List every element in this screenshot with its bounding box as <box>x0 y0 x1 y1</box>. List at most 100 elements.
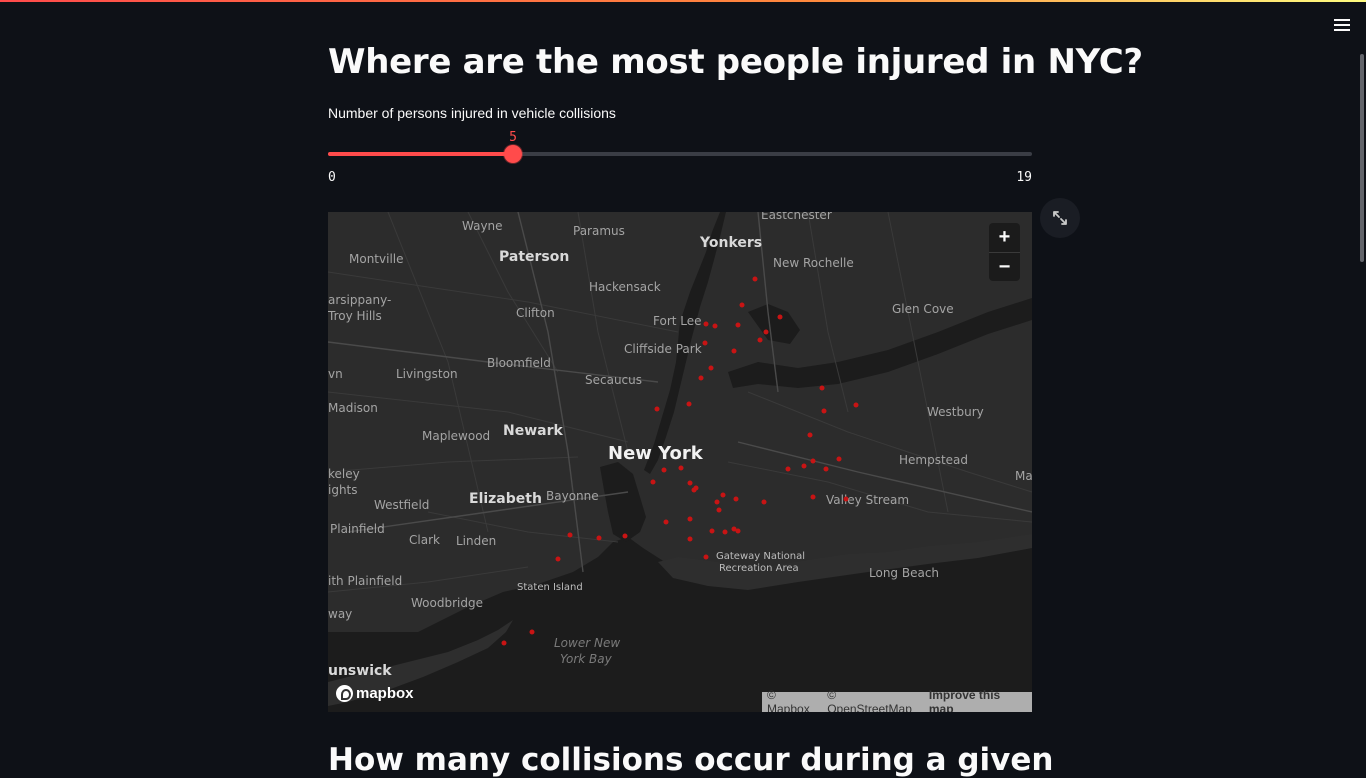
map[interactable]: Eastchester Wayne Paramus Yonkers New Ro… <box>328 212 1032 712</box>
collision-point <box>712 323 718 329</box>
map-label-westbury: Westbury <box>927 405 984 419</box>
map-label-new-rochelle: New Rochelle <box>773 256 854 270</box>
map-label-secaucus: Secaucus <box>585 373 643 387</box>
map-zoom-controls: + − <box>989 223 1020 281</box>
map-label-montville: Montville <box>349 252 404 266</box>
map-label-woodbridge: Woodbridge <box>411 596 483 610</box>
collision-point <box>702 340 708 346</box>
map-label-clark: Clark <box>409 533 440 547</box>
map-label-new-brunswick: unswick <box>328 663 392 679</box>
map-label-linden: Linden <box>456 534 497 548</box>
collision-point <box>720 492 726 498</box>
map-label-yonkers: Yonkers <box>700 235 763 251</box>
map-label-heights: ights <box>328 483 358 497</box>
map-label-vn: vn <box>328 367 343 381</box>
map-label-rahway: way <box>328 607 353 621</box>
map-label-valley-stream: Valley Stream <box>826 493 910 507</box>
attribution-mapbox-link[interactable]: © Mapbox <box>767 688 810 712</box>
collision-point <box>731 348 737 354</box>
map-label-livingston: Livingston <box>396 367 458 381</box>
collision-point <box>691 487 697 493</box>
map-label-clifton: Clifton <box>516 306 555 320</box>
fullscreen-button[interactable] <box>1040 198 1080 238</box>
slider-track[interactable] <box>328 152 1032 156</box>
mapbox-logo[interactable]: mapbox <box>336 685 414 702</box>
map-label-glen-cove: Glen Cove <box>892 302 954 316</box>
map-label-lower-new-york-bay-1: Lower New <box>554 636 621 650</box>
collision-point <box>810 458 816 464</box>
injured-slider[interactable]: 5 0 19 <box>328 130 1032 188</box>
collision-point <box>757 337 763 343</box>
collision-point <box>708 365 714 371</box>
collision-point <box>843 496 849 502</box>
top-decoration-bar <box>0 0 1366 2</box>
expand-icon <box>1053 211 1067 225</box>
collision-point <box>752 276 758 282</box>
map-label-parsippany: arsippany- <box>328 293 392 307</box>
map-label-cliffside-park: Cliffside Park <box>624 342 702 356</box>
collision-point <box>777 314 783 320</box>
attribution-osm-link[interactable]: © OpenStreetMap <box>827 688 912 712</box>
map-label-eastchester: Eastchester <box>761 212 832 222</box>
collision-point <box>687 516 693 522</box>
map-label-staten-island: Staten Island <box>517 582 583 593</box>
collision-point <box>650 479 656 485</box>
map-label-elizabeth: Elizabeth <box>469 491 542 507</box>
collision-point <box>567 532 573 538</box>
map-label-fort-lee: Fort Lee <box>653 314 702 328</box>
mapbox-logo-icon <box>336 685 353 702</box>
zoom-separator <box>989 252 1020 253</box>
collision-point <box>819 385 825 391</box>
collision-point <box>661 467 667 473</box>
collision-point <box>739 302 745 308</box>
map-label-maplewood: Maplewood <box>422 429 491 443</box>
map-label-berkeley: keley <box>328 467 360 481</box>
map-label-paterson: Paterson <box>499 249 570 265</box>
slider-fill <box>328 152 513 156</box>
section-title: How many collisions occur during a given <box>328 742 1054 778</box>
collision-point <box>810 494 816 500</box>
collision-point <box>807 432 813 438</box>
collision-point <box>663 519 669 525</box>
collision-point <box>761 499 767 505</box>
slider-max-label: 19 <box>1016 170 1032 185</box>
map-label-paramus: Paramus <box>573 224 625 238</box>
improve-map-link[interactable]: Improve this map <box>928 688 1001 712</box>
mapbox-logo-text: mapbox <box>356 685 414 702</box>
hamburger-menu-icon[interactable] <box>1330 14 1354 36</box>
map-label-recreation-area: Recreation Area <box>719 563 799 574</box>
map-label-wayne: Wayne <box>462 219 503 233</box>
collision-point <box>686 401 692 407</box>
scrollbar-thumb[interactable] <box>1360 54 1364 262</box>
zoom-in-button[interactable]: + <box>998 226 1011 248</box>
map-label-bloomfield: Bloomfield <box>487 356 551 370</box>
slider-thumb[interactable] <box>504 145 522 163</box>
collision-point <box>555 556 561 562</box>
collision-point <box>801 463 807 469</box>
collision-point <box>678 465 684 471</box>
zoom-out-button[interactable]: − <box>998 256 1011 278</box>
map-label-south-plainfield: ith Plainfield <box>328 574 403 588</box>
map-label-new-york: New York <box>608 443 703 464</box>
map-label-gateway-national: Gateway National <box>716 551 806 562</box>
page-title: Where are the most people injured in NYC… <box>328 42 1143 82</box>
collision-point <box>785 466 791 472</box>
collision-point <box>687 480 693 486</box>
map-label-westfield: Westfield <box>374 498 430 512</box>
collision-point <box>687 536 693 542</box>
collision-point <box>703 321 709 327</box>
collision-point <box>709 528 715 534</box>
collision-point <box>733 496 739 502</box>
collision-point <box>823 466 829 472</box>
slider-current-value: 5 <box>509 130 517 145</box>
collision-point <box>596 535 602 541</box>
map-label-long-beach: Long Beach <box>869 566 940 580</box>
collision-point <box>722 529 728 535</box>
map-label-hackensack: Hackensack <box>589 280 661 294</box>
collision-point <box>714 499 720 505</box>
map-label-newark: Newark <box>503 423 563 439</box>
collision-point <box>654 406 660 412</box>
collision-point <box>703 554 709 560</box>
collision-point <box>735 322 741 328</box>
collision-point <box>821 408 827 414</box>
